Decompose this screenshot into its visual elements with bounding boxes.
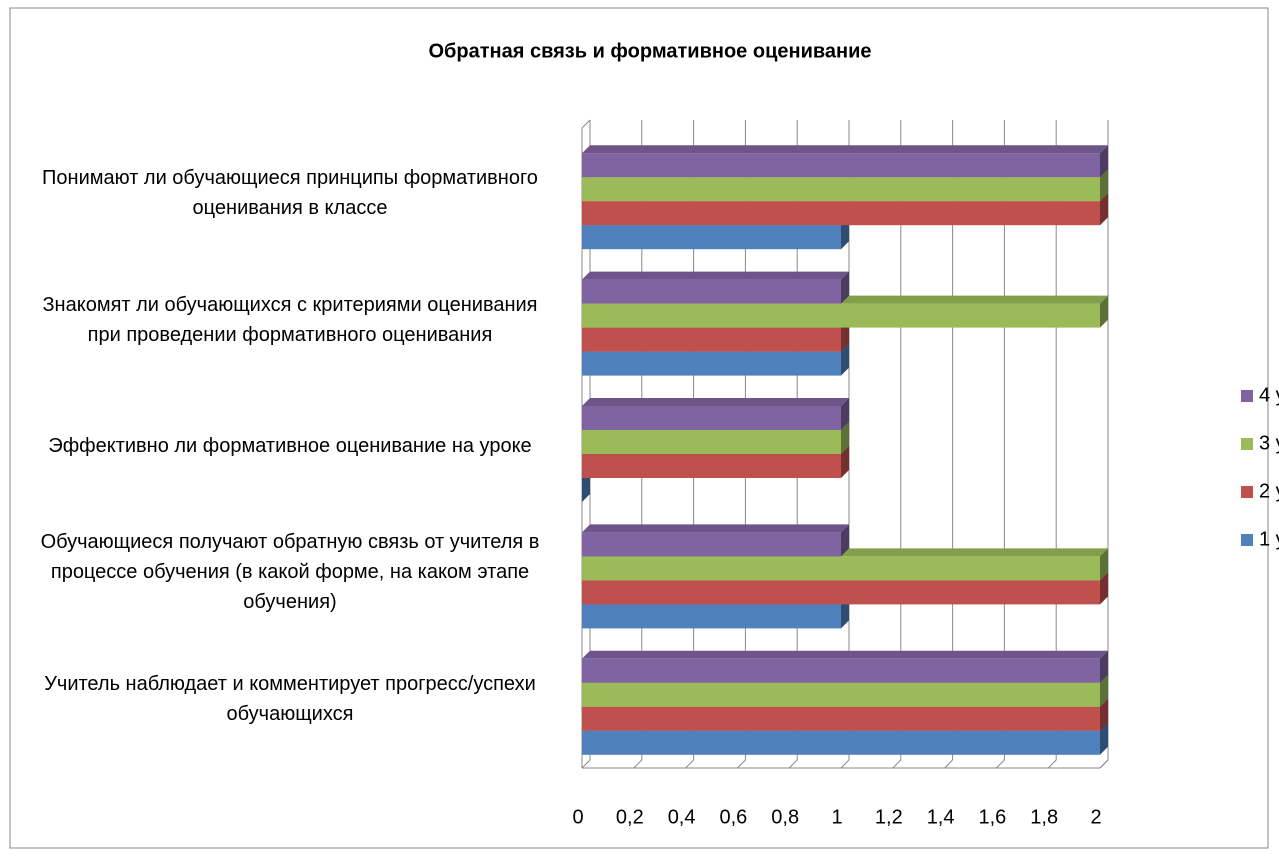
bar xyxy=(582,406,841,430)
x-tick-label: 0 xyxy=(572,806,583,828)
bar-side xyxy=(1100,169,1108,202)
legend-swatch xyxy=(1241,390,1253,402)
chart-title: Обратная связь и формативное оценивание xyxy=(428,40,871,62)
bar xyxy=(582,682,1100,707)
bar-side xyxy=(841,398,849,430)
y-tick-label: Знакомят ли обучающихся с критериями оце… xyxy=(42,293,538,346)
bar xyxy=(582,658,1100,683)
grid-line xyxy=(685,759,694,769)
bar xyxy=(582,201,1100,226)
y-tick-label: Учитель наблюдает и комментирует прогрес… xyxy=(44,672,536,725)
grid-line xyxy=(1047,759,1057,769)
x-tick-label: 1,6 xyxy=(978,806,1006,828)
bar xyxy=(582,279,841,304)
legend-label: 2 урок xyxy=(1259,480,1279,502)
bar xyxy=(582,730,1100,755)
legend-label: 3 урок xyxy=(1259,432,1279,454)
bar-side xyxy=(1100,193,1108,226)
bar xyxy=(582,225,841,250)
x-tick-label: 0,4 xyxy=(668,806,696,828)
legend-swatch xyxy=(1241,486,1253,498)
bar-top xyxy=(582,145,1108,154)
grid-line xyxy=(1099,759,1109,769)
bar xyxy=(582,580,1100,605)
bar-side xyxy=(841,422,849,454)
x-tick-label: 0,2 xyxy=(616,806,644,828)
bar-side xyxy=(1100,548,1108,581)
y-tick-label: Обучающиеся получают обратную связь от у… xyxy=(40,531,540,614)
legend-label: 1 урок xyxy=(1259,528,1279,550)
bar-side xyxy=(1100,674,1108,707)
bar xyxy=(582,556,1100,581)
bar xyxy=(582,303,1100,328)
x-tick-label: 0,8 xyxy=(771,806,799,828)
bar-side xyxy=(1100,572,1108,605)
x-tick-label: 1,8 xyxy=(1030,806,1058,828)
bar xyxy=(582,153,1100,178)
bar-top xyxy=(582,650,1108,659)
bar-top xyxy=(582,398,849,406)
y-tick-label: Понимают ли обучающиеся принципы формати… xyxy=(42,167,538,220)
grid-line xyxy=(633,759,643,769)
x-tick-label: 1,4 xyxy=(927,806,955,828)
bar-side xyxy=(1100,722,1108,755)
legend-swatch xyxy=(1241,534,1253,546)
x-tick-label: 1,2 xyxy=(875,806,903,828)
bar xyxy=(582,351,841,376)
bar-top xyxy=(582,271,849,280)
grid-line xyxy=(840,759,850,769)
bar-top xyxy=(582,524,849,533)
grid-line xyxy=(944,759,953,769)
grid-line xyxy=(996,759,1005,769)
y-tick-label: Эффективно ли формативное оценивание на … xyxy=(48,435,532,457)
bar-side xyxy=(841,446,849,478)
bar-side xyxy=(841,343,849,376)
bar-side xyxy=(1100,650,1108,683)
legend-swatch xyxy=(1241,438,1253,450)
bar-side xyxy=(841,271,849,304)
x-tick-label: 2 xyxy=(1090,806,1101,828)
grid-line xyxy=(581,759,591,769)
bar xyxy=(582,327,841,352)
grid-line xyxy=(788,759,798,769)
wall-edge xyxy=(581,119,591,129)
bar xyxy=(582,532,841,557)
grid-line xyxy=(892,759,902,769)
bar xyxy=(582,177,1100,202)
x-tick-label: 1 xyxy=(831,806,842,828)
bar-side xyxy=(1100,698,1108,731)
bar-side xyxy=(1100,145,1108,178)
bar xyxy=(582,430,841,454)
bar xyxy=(582,454,841,478)
grid-line xyxy=(737,759,746,769)
legend-label: 4 урок xyxy=(1259,384,1279,406)
bar xyxy=(582,706,1100,731)
bar xyxy=(582,604,841,629)
bar-side xyxy=(1100,295,1108,328)
bar-side xyxy=(841,524,849,557)
x-tick-label: 0,6 xyxy=(719,806,747,828)
